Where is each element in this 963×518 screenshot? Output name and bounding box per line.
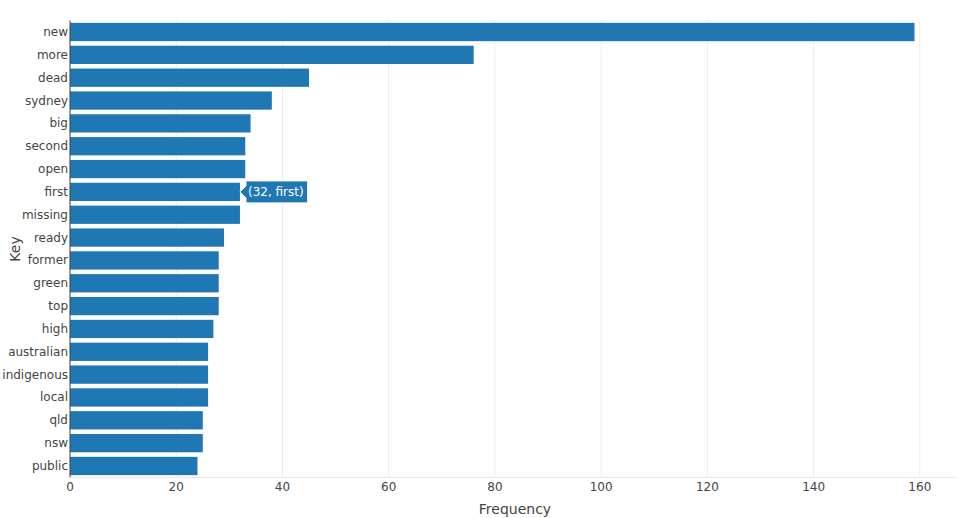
chart-container: 0 20 40 60 80 100 120 140 160 new more dead sydney bi…: [0, 0, 963, 518]
tick-label: open: [38, 162, 68, 176]
bar: [70, 388, 208, 406]
bar: [70, 160, 245, 178]
tick-label: first: [45, 185, 69, 199]
bar: [70, 91, 272, 109]
tick-label: 60: [381, 480, 396, 494]
grid-line: [282, 21, 283, 478]
tick-label: 140: [802, 480, 825, 494]
bar: [70, 434, 203, 452]
bar: [70, 69, 309, 87]
tick-label: 40: [275, 480, 290, 494]
background: [0, 0, 963, 518]
bar: [70, 343, 208, 361]
x-axis-title: Frequency: [479, 501, 551, 517]
tick-label: indigenous: [2, 368, 68, 382]
x-axis-line: [70, 477, 957, 478]
tick-label: big: [49, 116, 68, 130]
tick-label: missing: [22, 208, 68, 222]
hover-box: [240, 181, 308, 203]
tick-label: 80: [487, 480, 502, 494]
grid-line: [176, 21, 177, 478]
tick-label: second: [25, 139, 68, 153]
tick-label: 20: [169, 480, 184, 494]
tick-label: 160: [908, 480, 931, 494]
tick-label: ready: [34, 231, 68, 245]
bar: [70, 274, 219, 292]
bars: [70, 23, 915, 475]
grid-line: [601, 21, 602, 478]
tick-label: green: [33, 276, 68, 290]
bar: [70, 320, 213, 338]
grid-line: [813, 21, 814, 478]
chart-svg: 0 20 40 60 80 100 120 140 160 new more dead sydney bi…: [0, 0, 963, 518]
bar: [70, 183, 240, 201]
bar: [70, 206, 240, 224]
y-tick-labels: new more dead sydney big second open first missi…: [2, 25, 68, 473]
grid-line: [919, 21, 920, 478]
tick-label: sydney: [25, 94, 68, 108]
tick-label: nsw: [44, 436, 68, 450]
grid-line: [70, 21, 71, 478]
bar: [70, 46, 474, 64]
bar: [70, 114, 251, 132]
zero-line: [70, 21, 71, 478]
tick-label: 0: [66, 480, 74, 494]
grid-line: [494, 21, 495, 478]
grid-line: [388, 21, 389, 478]
bar: [70, 23, 915, 41]
bar: [70, 457, 197, 475]
hover-text: (32, first): [248, 185, 304, 199]
bar: [70, 365, 208, 383]
tick-label: 120: [696, 480, 719, 494]
hover-label: (32, first): [240, 181, 308, 203]
tick-label: high: [42, 322, 68, 336]
grid: [70, 21, 920, 478]
tick-label: australian: [8, 345, 68, 359]
tick-label: 100: [590, 480, 613, 494]
tick-label: former: [28, 253, 68, 267]
bar: [70, 297, 219, 315]
tick-label: more: [37, 48, 68, 62]
bar: [70, 251, 219, 269]
bar: [70, 228, 224, 246]
bar: [70, 137, 245, 155]
grid-line: [707, 21, 708, 478]
tick-label: public: [32, 459, 68, 473]
tick-label: dead: [38, 71, 68, 85]
tick-label: qld: [49, 413, 68, 427]
tick-label: new: [43, 25, 68, 39]
y-axis-title: Key: [7, 236, 23, 261]
tick-label: local: [40, 390, 68, 404]
tick-label: top: [48, 299, 68, 313]
x-tick-labels: 0 20 40 60 80 100 120 140 160: [66, 480, 931, 494]
bar: [70, 411, 203, 429]
